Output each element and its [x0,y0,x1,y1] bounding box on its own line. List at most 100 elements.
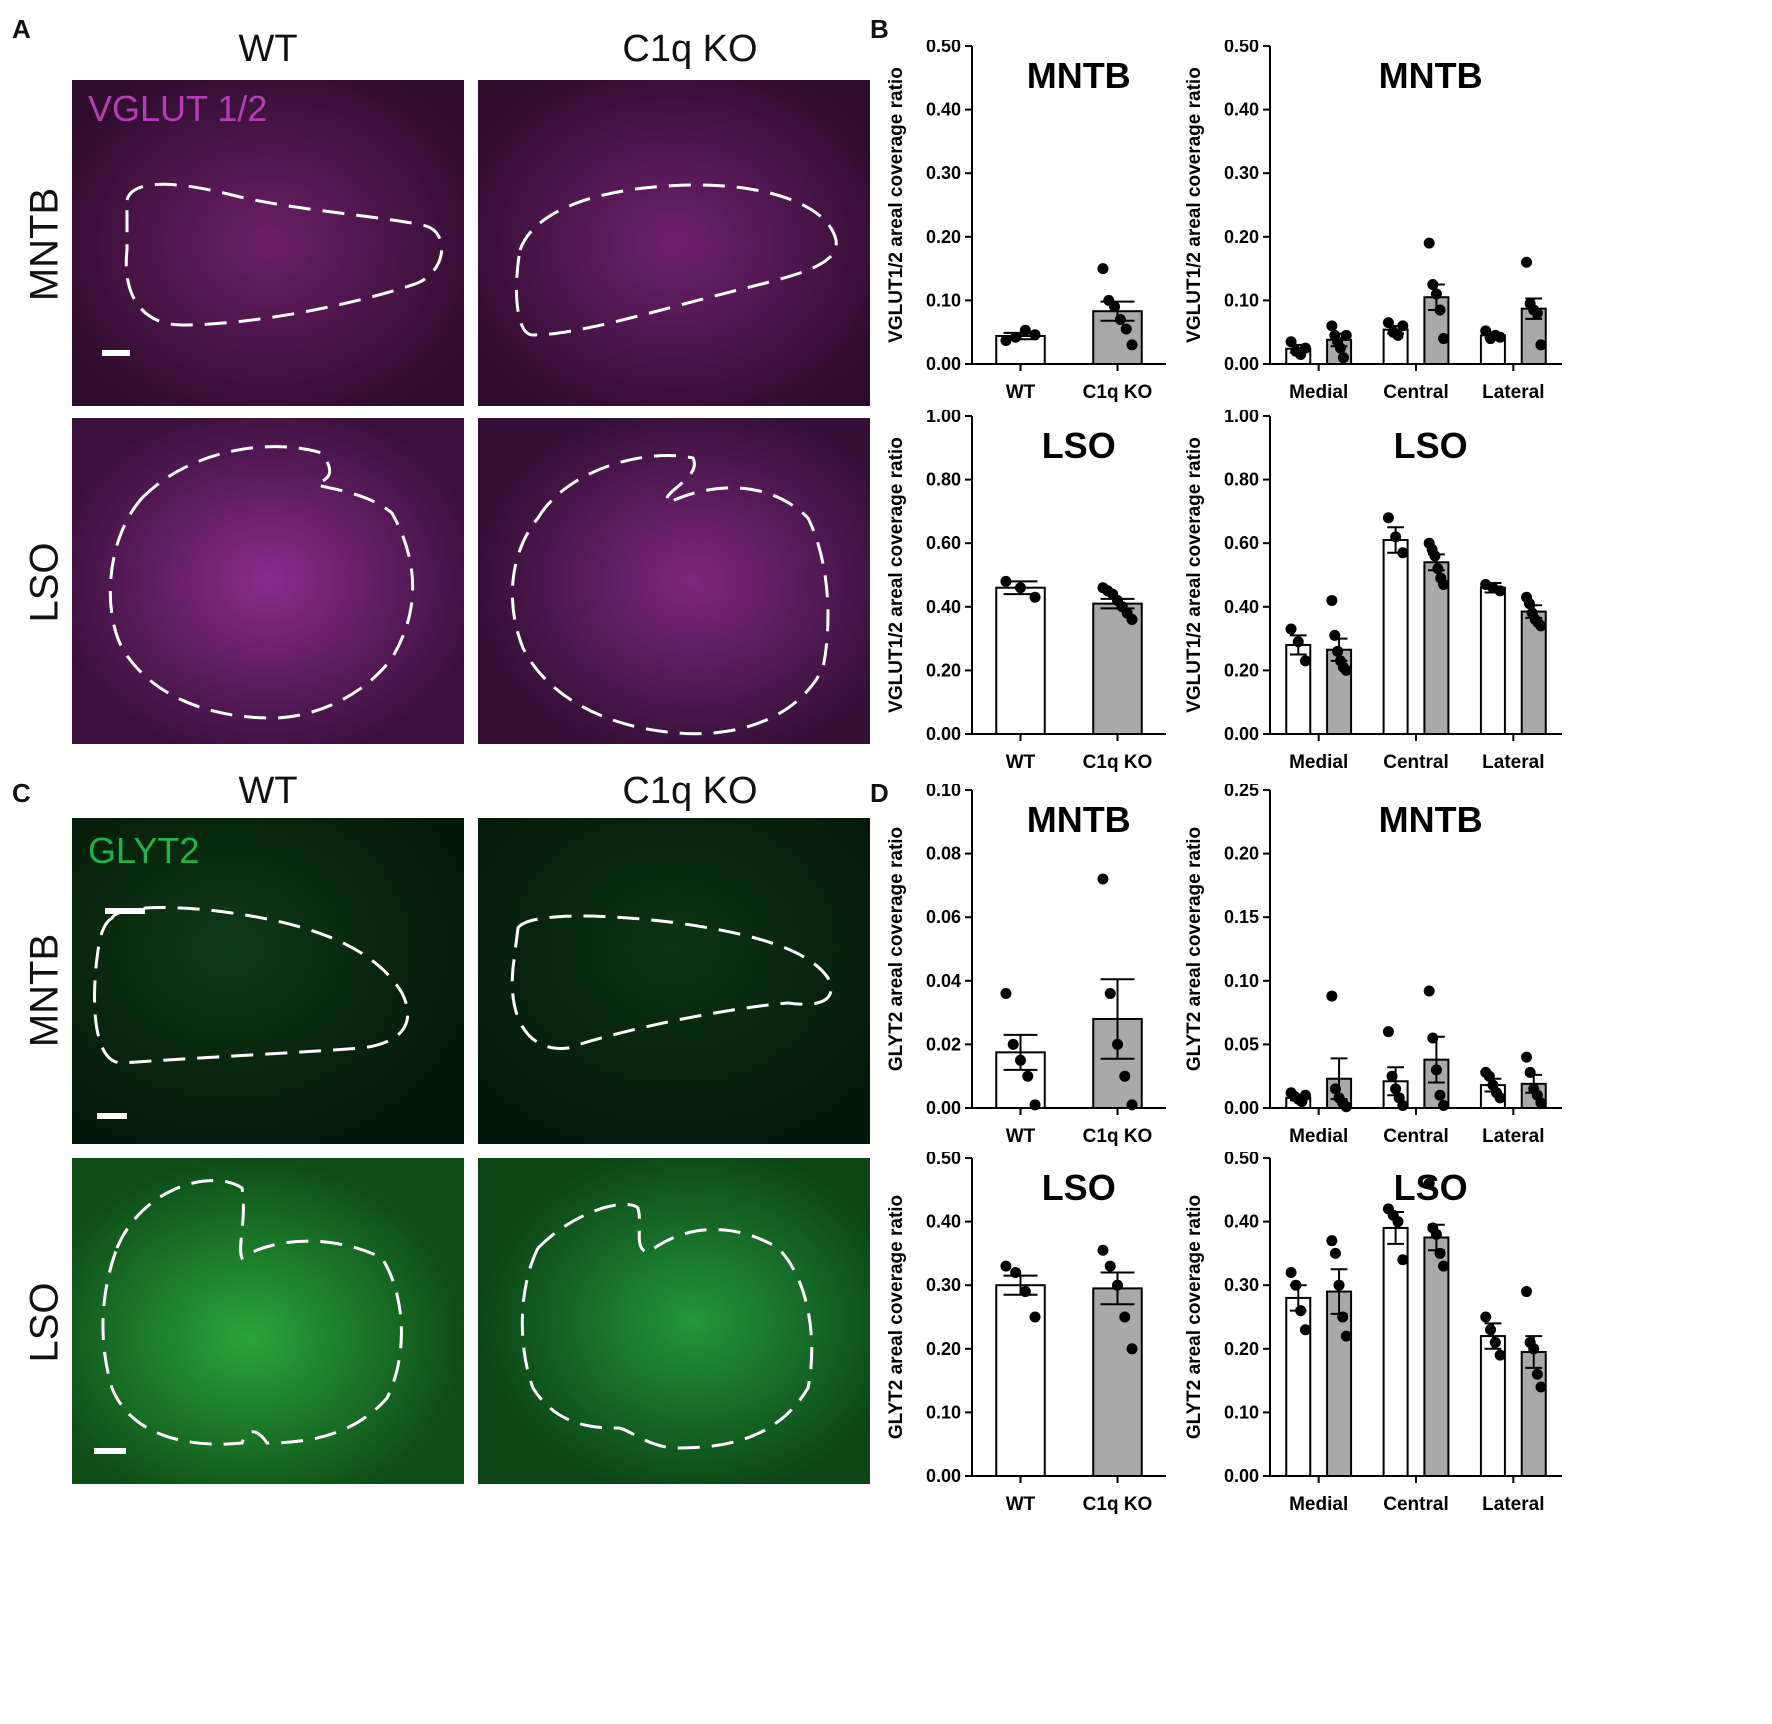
chart-title: LSO [1042,425,1116,466]
data-point [1382,317,1394,329]
data-point [1333,1279,1345,1291]
x-tick-label: Lateral [1482,752,1544,773]
y-axis-label: VGLUT1/2 areal coverage ratio [886,67,907,343]
stain-label-vglut: VGLUT 1/2 [88,88,268,129]
data-point [1326,320,1338,332]
data-point [1430,1228,1442,1240]
data-point [1097,263,1109,275]
y-tick-label: 0.20 [926,660,961,680]
data-point [1427,279,1439,290]
data-point [1292,636,1304,648]
data-point [1337,352,1349,364]
y-tick-label: 0.30 [1224,163,1259,183]
data-point [1285,336,1297,348]
data-point [1104,1260,1116,1272]
y-tick-label: 0.00 [1224,1466,1259,1486]
y-tick-label: 0.60 [1224,533,1259,553]
y-tick-label: 0.80 [926,470,961,490]
data-point [1000,988,1012,1000]
data-point [1438,579,1450,591]
y-tick-label: 0.50 [926,1152,961,1168]
x-tick-label: WT [1006,752,1036,773]
y-tick-label: 0.20 [926,1339,961,1359]
data-point [1392,329,1404,341]
y-tick-label: 0.20 [1224,844,1259,864]
data-point [1029,1311,1041,1323]
data-point [1010,331,1022,343]
bar [1479,586,1506,735]
col-title-wt-c: WT [238,770,298,812]
data-point [1397,547,1409,559]
chart-title: MNTB [1027,799,1131,840]
bar [1382,1226,1409,1477]
x-tick-label: Central [1383,1494,1448,1515]
data-point [1386,1070,1398,1082]
y-tick-label: 0.30 [1224,1275,1259,1295]
data-point [1494,585,1506,597]
y-tick-label: 0.40 [1224,100,1259,120]
data-point [1010,1266,1022,1278]
data-point [1285,1266,1297,1278]
data-point [1531,307,1543,319]
micrograph-glyt2-wt-lso [72,1158,464,1484]
data-point [1390,1083,1402,1095]
x-tick-label: Lateral [1482,1494,1544,1515]
data-point [1019,1286,1031,1298]
y-axis-label: GLYT2 areal coverage ratio [1184,827,1205,1071]
y-tick-label: 0.15 [1224,907,1259,927]
x-tick-label: WT [1006,1126,1036,1147]
data-point [1531,1368,1543,1380]
chart-svg: VGLUT1/2 areal coverage ratio 0.00 0.20 0.4… [886,406,1166,773]
y-axis-label: GLYT2 areal coverage ratio [886,1195,907,1439]
data-point [1494,331,1506,343]
y-tick-label: 0.40 [1224,1212,1259,1232]
chart-svg: GLYT2 areal coverage ratio 0.00 0.10 0.20 0.… [1184,1148,1562,1515]
row-label-mntb: MNTB [22,187,67,302]
data-point [1326,1235,1338,1247]
chart-title: MNTB [1379,799,1483,840]
y-tick-label: 1.00 [1224,410,1259,426]
y-tick-label: 0.06 [926,907,961,927]
data-point [1114,313,1126,325]
data-point [1430,288,1442,300]
micrograph-glyt2-ko-lso [478,1158,870,1484]
data-point [1097,1244,1109,1256]
data-point [1329,1083,1341,1095]
data-point [1015,582,1026,594]
data-point [1535,620,1547,632]
y-tick-label: 0.00 [926,1466,961,1486]
x-tick-label: C1q KO [1083,1494,1153,1515]
x-tick-label: Medial [1289,382,1348,403]
y-tick-label: 0.00 [926,724,961,744]
bar [1326,1290,1353,1477]
col-title-wt: WT [238,28,298,70]
chart-b-lso-region: VGLUT1/2 areal coverage ratio 0.00 0.20 0.4… [1180,406,1568,782]
data-point [1423,1177,1435,1189]
y-tick-label: 0.20 [1224,1339,1259,1359]
data-point [1521,1286,1533,1298]
y-tick-label: 0.40 [926,100,961,120]
y-tick-label: 0.50 [1224,40,1259,56]
y-tick-label: 0.00 [1224,1098,1259,1118]
data-point [1104,988,1116,1000]
data-point [1523,598,1535,610]
data-point [1382,512,1394,524]
y-tick-label: 0.10 [1224,1402,1259,1422]
data-point [1382,1026,1394,1038]
chart-title: MNTB [1379,55,1483,96]
data-point [1521,256,1533,268]
micrograph-vglut-wt-lso [72,418,464,744]
stain-label-glyt2: GLYT2 [88,830,200,871]
data-point [1340,329,1352,341]
data-point [1299,655,1311,667]
data-point [1438,1099,1450,1111]
chart-svg: GLYT2 areal coverage ratio 0.00 0.10 0.20 0.… [886,1148,1166,1515]
data-point [1299,1324,1311,1336]
data-point [1340,1330,1352,1342]
data-point [1430,1064,1442,1076]
x-tick-label: C1q KO [1083,752,1153,773]
data-point [1489,1336,1501,1348]
y-tick-label: 0.02 [926,1034,961,1054]
data-point [1397,1254,1409,1266]
bar [1092,1287,1143,1477]
